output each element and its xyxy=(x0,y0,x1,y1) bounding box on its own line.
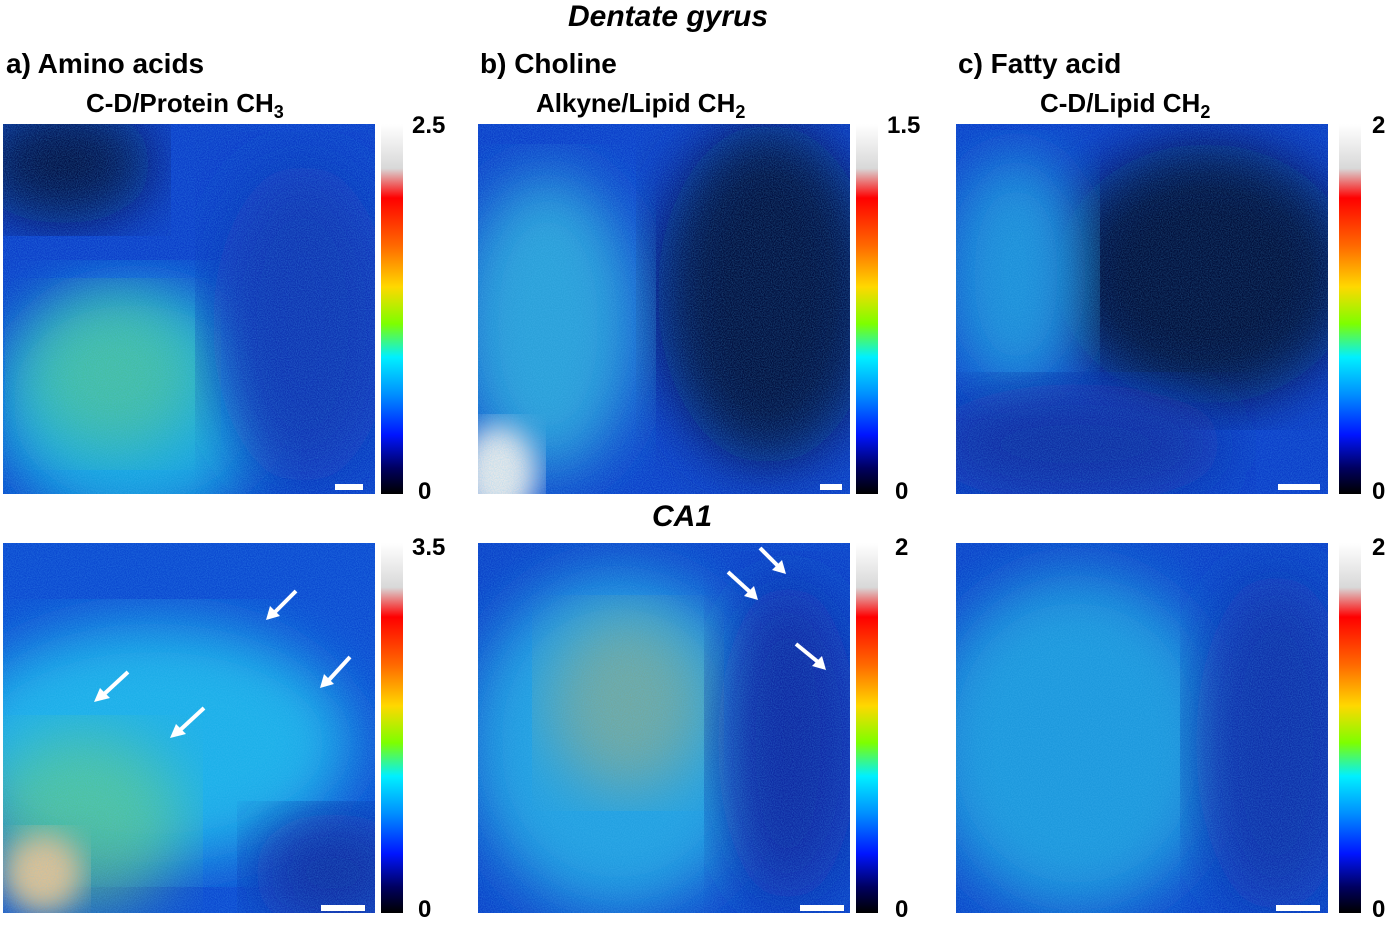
colorbar-max-label: 2.5 xyxy=(412,112,446,139)
microscopy-image-amino-acids-ca1 xyxy=(3,543,375,913)
figure-title-ca1: CA1 xyxy=(652,500,713,533)
colorbar xyxy=(1339,124,1361,494)
colorbar-min-label: 0 xyxy=(895,896,909,923)
arrow-icon xyxy=(758,546,786,574)
colorbar xyxy=(381,543,403,913)
microscopy-image-choline-dentate-gyrus xyxy=(478,124,850,494)
figure-title-dentate-gyrus: Dentate gyrus xyxy=(568,0,769,33)
arrow-icon xyxy=(94,670,130,702)
scale-bar xyxy=(1278,484,1320,490)
colorbar-max-label: 2 xyxy=(1372,112,1386,139)
scale-bar xyxy=(321,905,365,911)
colorbar xyxy=(381,124,403,494)
arrow-icon xyxy=(170,706,206,738)
panel-label-b: b) Choline xyxy=(480,48,617,79)
colorbar-min-label: 0 xyxy=(895,478,909,505)
scale-bar xyxy=(800,905,844,911)
panel-subtitle-c: C-D/Lipid CH2 xyxy=(1040,88,1211,123)
colorbar-min-label: 0 xyxy=(1372,478,1386,505)
panel-subtitle-b: Alkyne/Lipid CH2 xyxy=(536,88,746,123)
colorbar xyxy=(1339,543,1361,913)
panel-label-a: a) Amino acids xyxy=(6,48,205,79)
scale-bar xyxy=(1276,905,1320,911)
panel-subtitle-a: C-D/Protein CH3 xyxy=(86,88,284,123)
scale-bar xyxy=(335,484,363,490)
scale-bar xyxy=(820,484,842,490)
microscopy-image-fatty-acid-dentate-gyrus xyxy=(956,124,1328,494)
arrow-icon xyxy=(794,642,826,670)
colorbar-max-label: 2 xyxy=(895,534,909,561)
colorbar xyxy=(856,124,878,494)
colorbar-max-label: 2 xyxy=(1372,534,1386,561)
colorbar-min-label: 0 xyxy=(1372,896,1386,923)
colorbar-max-label: 3.5 xyxy=(412,534,446,561)
colorbar xyxy=(856,543,878,913)
panel-label-c: c) Fatty acid xyxy=(958,48,1122,79)
microscopy-image-amino-acids-dentate-gyrus xyxy=(3,124,375,494)
colorbar-max-label: 1.5 xyxy=(887,112,921,139)
arrow-icon xyxy=(726,570,758,600)
arrow-icon xyxy=(320,655,352,688)
microscopy-image-fatty-acid-ca1 xyxy=(956,543,1328,913)
arrow-icon xyxy=(266,589,298,620)
colorbar-min-label: 0 xyxy=(418,896,432,923)
microscopy-image-choline-ca1 xyxy=(478,543,850,913)
colorbar-min-label: 0 xyxy=(418,478,432,505)
